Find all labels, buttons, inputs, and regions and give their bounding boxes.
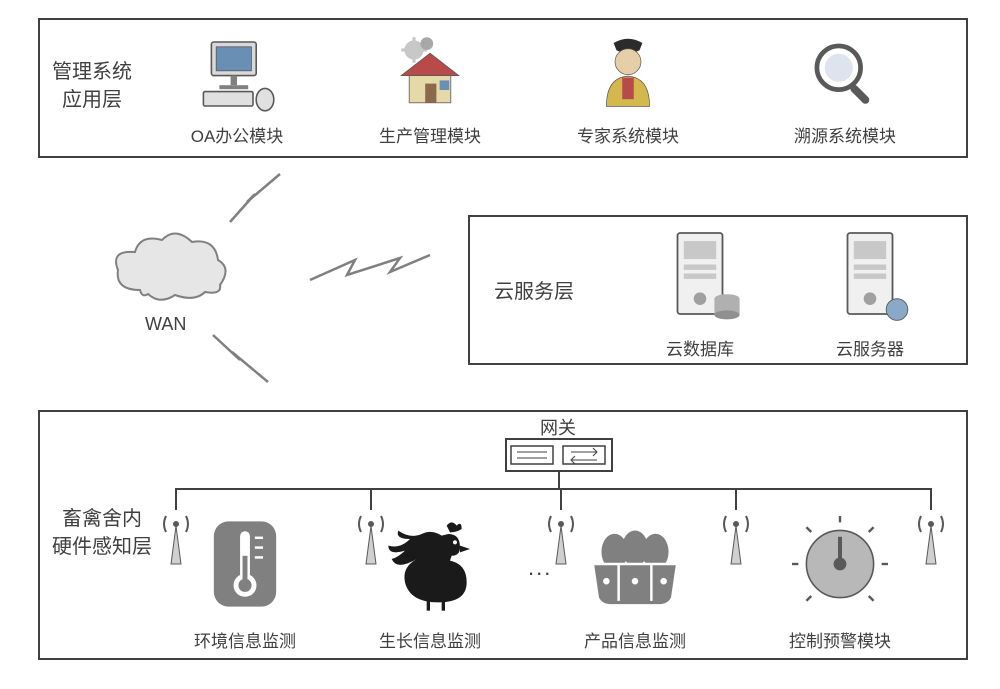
app-title-2: 应用层 (52, 86, 132, 114)
hw-title-2: 硬件感知层 (52, 533, 152, 561)
hw-item-grow: 生长信息监测 (375, 505, 485, 652)
thermometer-icon (190, 505, 300, 623)
bus-drop-1 (175, 488, 177, 510)
antenna-icon (720, 508, 752, 568)
hw-item-prod: 产品信息监测 (580, 505, 690, 652)
bus-drop-5 (930, 488, 932, 510)
bus-h (175, 488, 932, 490)
app-item-expert: 专家系统模块 (573, 30, 683, 147)
bus-top-drop (558, 472, 560, 488)
hw-title-1: 畜禽舍内 (52, 505, 152, 533)
app-item-trace-label: 溯源系统模块 (790, 122, 900, 147)
cloud-item-db: 云数据库 (650, 225, 750, 360)
computer-icon (182, 30, 292, 118)
hw-item-ctrl: 控制预警模块 (785, 505, 895, 652)
hw-item-env: 环境信息监测 (190, 505, 300, 652)
bus-drop-3 (560, 488, 562, 510)
app-title-1: 管理系统 (52, 58, 132, 86)
hw-layer-title: 畜禽舍内 硬件感知层 (52, 505, 152, 561)
app-item-oa: OA办公模块 (182, 30, 292, 147)
magnifier-icon (790, 30, 900, 118)
hw-item-ctrl-label: 控制预警模块 (785, 627, 895, 652)
hw-item-grow-label: 生长信息监测 (375, 627, 485, 652)
wan-label: WAN (145, 312, 186, 337)
hw-item-env-label: 环境信息监测 (190, 627, 300, 652)
antenna-icon (915, 508, 947, 568)
gateway-label: 网关 (540, 414, 576, 440)
app-item-expert-label: 专家系统模块 (573, 122, 683, 147)
wan-cloud-icon (110, 230, 230, 310)
app-layer-title: 管理系统 应用层 (52, 58, 132, 114)
chicken-icon (375, 505, 485, 623)
cloud-layer-title: 云服务层 (494, 278, 574, 306)
cloud-item-db-label: 云数据库 (650, 335, 750, 360)
hw-item-prod-label: 产品信息监测 (580, 627, 690, 652)
cloud-item-srv-label: 云服务器 (820, 335, 920, 360)
ellipsis: ... (528, 555, 552, 581)
egg-tray-icon (580, 505, 690, 623)
app-item-oa-label: OA办公模块 (182, 122, 292, 147)
app-item-trace: 溯源系统模块 (790, 30, 900, 147)
bolt-e-icon (305, 250, 435, 295)
bolt-se-icon (208, 330, 286, 390)
bolt-ne-icon (225, 172, 300, 227)
app-item-prod-label: 生产管理模块 (375, 122, 485, 147)
person-icon (573, 30, 683, 118)
antenna-icon (160, 508, 192, 568)
gauge-icon (785, 505, 895, 623)
server-db-icon (650, 225, 750, 331)
house-gear-icon (375, 30, 485, 118)
bus-drop-2 (370, 488, 372, 510)
app-item-prod: 生产管理模块 (375, 30, 485, 147)
server-icon (820, 225, 920, 331)
gateway-icon (505, 438, 613, 472)
bus-drop-4 (735, 488, 737, 510)
cloud-item-srv: 云服务器 (820, 225, 920, 360)
